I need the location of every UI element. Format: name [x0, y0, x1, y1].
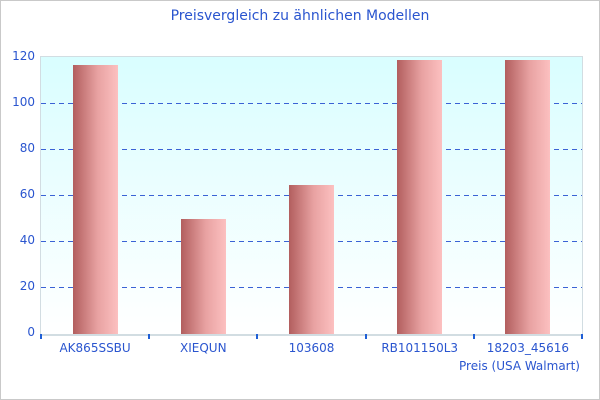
x-tick-4: [472, 334, 475, 339]
bar-AK865SSBU: [72, 64, 118, 334]
x-tick-label-18203_45616: 18203_45616: [486, 341, 570, 355]
x-tick-2: [256, 334, 259, 339]
x-tick-1: [148, 334, 151, 339]
x-tick-label-103608: 103608: [288, 341, 335, 355]
plot-area: [40, 56, 583, 336]
y-tick-label-60: 60: [19, 187, 35, 201]
y-tick-label-100: 100: [12, 95, 35, 109]
bar-RB101150L3: [397, 60, 443, 334]
bar-103608: [289, 184, 334, 334]
x-tick-5: [581, 334, 583, 339]
y-tick-label-20: 20: [19, 279, 35, 293]
x-axis-label: Preis (USA Walmart): [459, 359, 580, 373]
y-tick-label-0: 0: [27, 325, 35, 339]
y-tick-label-120: 120: [12, 49, 35, 63]
x-tick-0: [40, 334, 42, 339]
x-tick-label-RB101150L3: RB101150L3: [381, 341, 459, 355]
gridline-y100: [41, 102, 582, 104]
x-tick-3: [364, 334, 367, 339]
bar-XIEQUN: [180, 219, 226, 334]
x-tick-label-XIEQUN: XIEQUN: [180, 341, 227, 355]
bar-18203_45616: [505, 60, 551, 334]
chart-title: Preisvergleich zu ähnlichen Modellen: [170, 8, 430, 24]
y-tick-label-40: 40: [19, 233, 35, 247]
x-tick-label-AK865SSBU: AK865SSBU: [59, 341, 131, 355]
gridline-y80: [41, 148, 582, 150]
y-tick-label-80: 80: [19, 141, 35, 155]
